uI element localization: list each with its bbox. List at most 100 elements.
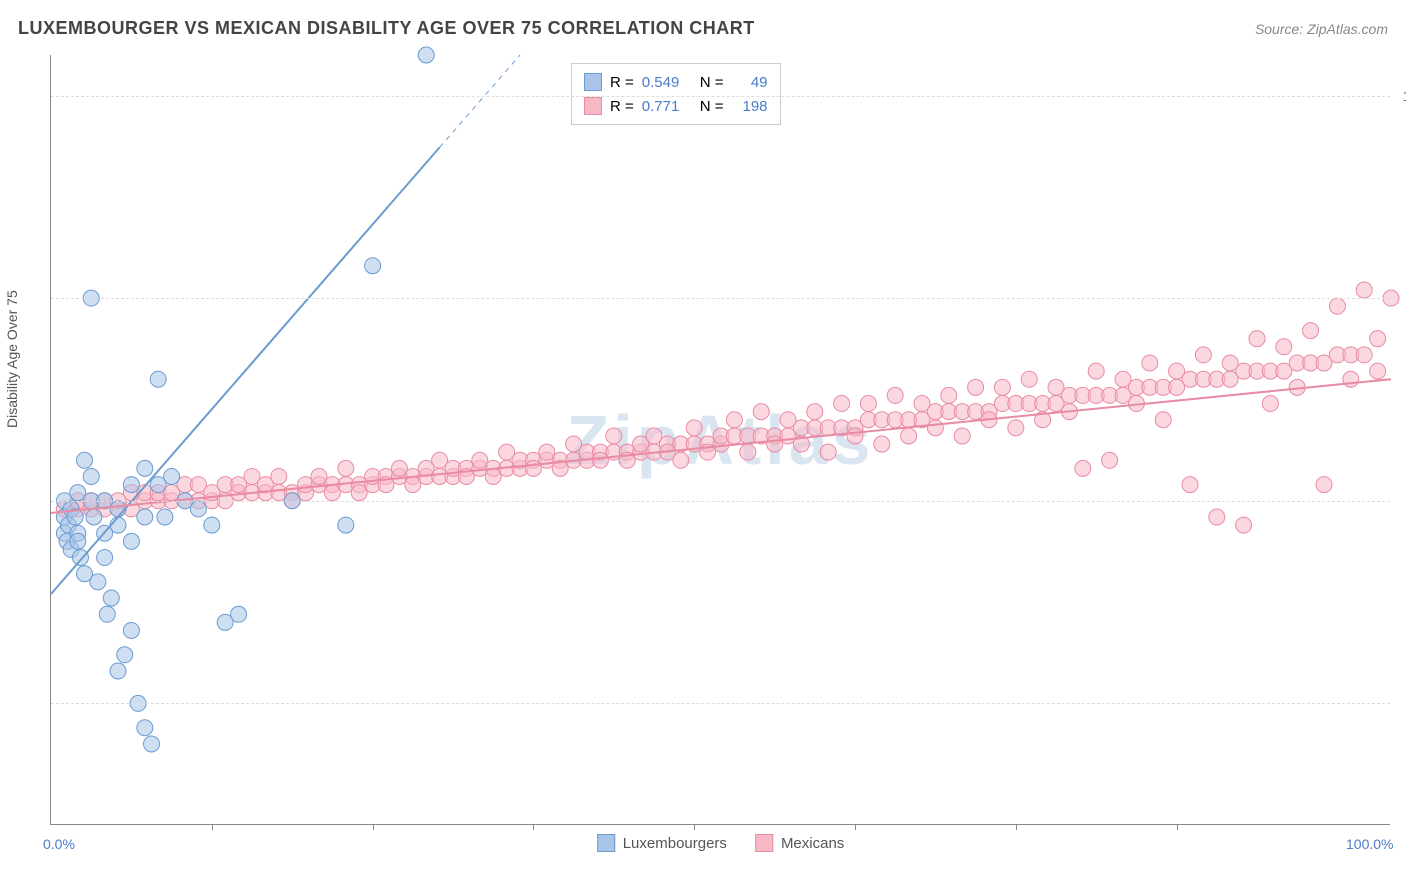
scatter-point	[231, 606, 247, 622]
chart-source: Source: ZipAtlas.com	[1255, 21, 1388, 37]
scatter-point	[83, 468, 99, 484]
scatter-point	[97, 550, 113, 566]
scatter-point	[834, 396, 850, 412]
stat-n-label: N =	[700, 98, 724, 115]
scatter-point	[110, 501, 126, 517]
trend-line-dashed	[440, 55, 520, 147]
scatter-point	[123, 533, 139, 549]
legend-item-luxembourgers: Luxembourgers	[597, 834, 727, 852]
scatter-point	[110, 663, 126, 679]
scatter-point	[157, 509, 173, 525]
x-tick	[1016, 824, 1017, 830]
scatter-point	[117, 647, 133, 663]
scatter-point	[110, 517, 126, 533]
x-tick	[694, 824, 695, 830]
scatter-point	[1370, 363, 1386, 379]
x-tick	[1177, 824, 1178, 830]
scatter-point	[86, 509, 102, 525]
scatter-point	[103, 590, 119, 606]
scatter-point	[860, 396, 876, 412]
scatter-point	[190, 501, 206, 517]
scatter-point	[1356, 347, 1372, 363]
scatter-point	[1370, 331, 1386, 347]
x-tick-label: 100.0%	[1346, 836, 1393, 852]
scatter-point	[1209, 509, 1225, 525]
scatter-point	[1088, 363, 1104, 379]
scatter-point	[271, 468, 287, 484]
scatter-point	[1021, 371, 1037, 387]
scatter-point	[77, 452, 93, 468]
scatter-point	[204, 517, 220, 533]
x-tick	[533, 824, 534, 830]
scatter-point	[1249, 331, 1265, 347]
chart-header: LUXEMBOURGER VS MEXICAN DISABILITY AGE O…	[18, 18, 1388, 39]
scatter-point	[123, 477, 139, 493]
stat-n-label: N =	[700, 74, 724, 91]
scatter-point	[1102, 452, 1118, 468]
scatter-point	[137, 720, 153, 736]
legend-stats-box: R =0.549N =49R =0.771N =198	[571, 63, 781, 125]
scatter-point	[1356, 282, 1372, 298]
scatter-point	[1262, 396, 1278, 412]
scatter-point	[164, 468, 180, 484]
x-tick	[855, 824, 856, 830]
gridline-h	[51, 703, 1390, 704]
legend-bottom: Luxembourgers Mexicans	[597, 834, 845, 852]
scatter-point	[901, 428, 917, 444]
stat-n-value: 49	[732, 74, 768, 91]
gridline-h	[51, 501, 1390, 502]
scatter-point	[927, 420, 943, 436]
stat-r-label: R =	[610, 74, 634, 91]
scatter-point	[338, 517, 354, 533]
stat-r-label: R =	[610, 98, 634, 115]
scatter-point	[1195, 347, 1211, 363]
y-axis-label: Disability Age Over 75	[4, 290, 20, 428]
stat-r-value: 0.771	[642, 98, 692, 115]
scatter-point	[874, 436, 890, 452]
scatter-point	[72, 550, 88, 566]
scatter-point	[968, 379, 984, 395]
trend-line	[51, 147, 440, 594]
scatter-point	[820, 444, 836, 460]
scatter-point	[90, 574, 106, 590]
stat-r-value: 0.549	[642, 74, 692, 91]
scatter-point	[686, 420, 702, 436]
legend-item-mexicans: Mexicans	[755, 834, 844, 852]
chart-container: { "title": "LUXEMBOURGER VS MEXICAN DISA…	[0, 0, 1406, 892]
scatter-point	[941, 387, 957, 403]
legend-stats-row: R =0.771N =198	[584, 94, 768, 118]
scatter-point	[338, 460, 354, 476]
scatter-point	[144, 736, 160, 752]
scatter-point	[954, 428, 970, 444]
scatter-point	[847, 428, 863, 444]
plot-area: ZipAtlas R =0.549N =49R =0.771N =198 Lux…	[50, 55, 1390, 825]
chart-svg	[51, 55, 1390, 824]
scatter-point	[1303, 323, 1319, 339]
scatter-point	[726, 412, 742, 428]
scatter-point	[365, 258, 381, 274]
scatter-point	[1155, 412, 1171, 428]
scatter-point	[418, 47, 434, 63]
scatter-point	[137, 460, 153, 476]
legend-swatch	[584, 73, 602, 91]
scatter-point	[99, 606, 115, 622]
scatter-point	[887, 387, 903, 403]
gridline-h	[51, 298, 1390, 299]
legend-swatch-luxembourgers	[597, 834, 615, 852]
scatter-point	[1075, 460, 1091, 476]
scatter-point	[1236, 517, 1252, 533]
scatter-point	[70, 533, 86, 549]
gridline-h	[51, 96, 1390, 97]
scatter-point	[994, 379, 1010, 395]
legend-swatch-mexicans	[755, 834, 773, 852]
x-tick	[373, 824, 374, 830]
y-tick-label: 100.0%	[1403, 88, 1406, 104]
scatter-point	[606, 428, 622, 444]
scatter-point	[150, 371, 166, 387]
legend-label-mexicans: Mexicans	[781, 835, 844, 852]
chart-title: LUXEMBOURGER VS MEXICAN DISABILITY AGE O…	[18, 18, 755, 39]
scatter-point	[1276, 339, 1292, 355]
x-tick-label: 0.0%	[43, 836, 75, 852]
x-tick	[212, 824, 213, 830]
legend-stats-row: R = 0.549 N = 49	[584, 70, 768, 94]
